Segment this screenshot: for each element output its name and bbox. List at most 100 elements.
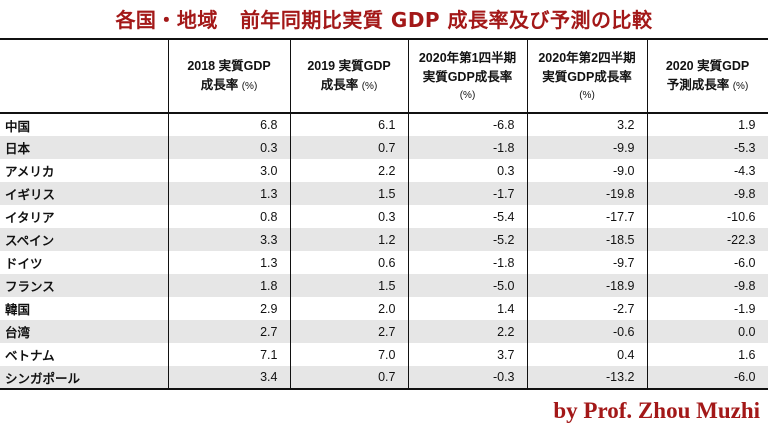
header-unit: (%) xyxy=(732,81,749,92)
header-unit: (%) xyxy=(241,81,258,92)
header-row: 2018 実質GDP 成長率 (%) 2019 実質GDP 成長率 (%) 2020… xyxy=(0,38,768,114)
table-row: アメリカ 3.0 2.2 0.3 -9.0 -4.3 xyxy=(0,159,768,182)
gdp-value: -1.8 xyxy=(407,251,527,274)
header-2019-gdp: 2019 実質GDP 成長率 (%) xyxy=(289,38,408,114)
gdp-value: 1.9 xyxy=(646,113,768,136)
table-row: スペイン 3.3 1.2 -5.2 -18.5 -22.3 xyxy=(0,228,768,251)
header-line: 実質GDP成長率 xyxy=(422,70,513,85)
table-row: 韓国 2.9 2.0 1.4 -2.7 -1.9 xyxy=(0,297,768,320)
header-unit: (%) xyxy=(579,89,595,101)
gdp-value: -4.3 xyxy=(646,159,768,182)
title-part-2: 前年同期比実質 GDP 成長率及び予測の比較 xyxy=(239,8,653,32)
header-line: 予測成長率 (%) xyxy=(650,76,766,95)
gdp-value: 3.0 xyxy=(167,159,290,182)
gdp-value: -22.3 xyxy=(646,228,768,251)
gdp-value: 0.8 xyxy=(167,205,290,228)
gdp-value: 1.4 xyxy=(407,297,527,320)
header-line: 2020年第1四半期 xyxy=(418,50,517,65)
table-row: フランス 1.8 1.5 -5.0 -18.9 -9.8 xyxy=(0,274,768,297)
gdp-value: 2.7 xyxy=(289,320,408,343)
country-name: シンガポール xyxy=(0,366,168,390)
table-body: 中国 6.8 6.1 -6.8 3.2 1.9 日本 0.3 0.7 -1.8 -9.9 -5.3 アメ… xyxy=(0,113,768,390)
header-line: 2018 実質GDP xyxy=(187,58,271,73)
gdp-value: 1.2 xyxy=(289,228,408,251)
gdp-value: -1.9 xyxy=(646,297,768,320)
gdp-value: 1.3 xyxy=(167,182,290,205)
header-label: 成長率 xyxy=(320,78,359,92)
gdp-value: -19.8 xyxy=(526,182,647,205)
gdp-value: -10.6 xyxy=(646,205,768,228)
gdp-value: 6.8 xyxy=(167,113,290,136)
gdp-value: 0.7 xyxy=(289,366,408,390)
gdp-value: 7.0 xyxy=(289,343,408,366)
table-row: 日本 0.3 0.7 -1.8 -9.9 -5.3 xyxy=(0,136,768,159)
header-corner xyxy=(0,38,168,114)
country-name: ドイツ xyxy=(5,257,43,271)
gdp-value: -18.9 xyxy=(526,274,647,297)
gdp-value: 3.7 xyxy=(407,343,527,366)
gdp-value: 0.3 xyxy=(407,159,527,182)
gdp-value: 0.7 xyxy=(289,136,408,159)
gdp-value: -5.3 xyxy=(646,136,768,159)
country-name: 日本 xyxy=(0,136,168,159)
table-row: ベトナム 7.1 7.0 3.7 0.4 1.6 xyxy=(0,343,768,366)
gdp-value: -0.3 xyxy=(407,366,527,390)
gdp-value: 0.0 xyxy=(646,320,768,343)
gdp-value: -1.8 xyxy=(407,136,527,159)
page-title: 各国・地域 前年同期比実質 GDP 成長率及び予測の比較 xyxy=(0,4,768,33)
gdp-value: -2.7 xyxy=(526,297,647,320)
gdp-value: -18.5 xyxy=(526,228,647,251)
gdp-value: 3.4 xyxy=(167,366,290,390)
gdp-comparison-table: 2018 実質GDP 成長率 (%) 2019 実質GDP 成長率 (%) 2020… xyxy=(0,38,768,390)
header-2020-q2-gdp: 2020年第2四半期 実質GDP成長率 (%) xyxy=(526,38,647,114)
country-name: 中国 xyxy=(5,119,31,134)
gdp-value: -5.0 xyxy=(407,274,527,297)
table-row: ドイツ 1.3 0.6 -1.8 -9.7 -6.0 xyxy=(0,251,768,274)
country-name: イタリア xyxy=(5,211,55,225)
gdp-value: -5.4 xyxy=(407,205,527,228)
gdp-value: 1.5 xyxy=(289,274,408,297)
gdp-value: 2.0 xyxy=(289,297,408,320)
gdp-value: 2.2 xyxy=(289,159,408,182)
gdp-value: 0.6 xyxy=(289,251,408,274)
gdp-value: -0.6 xyxy=(526,320,647,343)
country-name: 台湾 xyxy=(0,320,168,343)
header-2020-q1-gdp: 2020年第1四半期 実質GDP成長率 (%) xyxy=(407,38,527,114)
gdp-value: -5.2 xyxy=(407,228,527,251)
gdp-value: -9.9 xyxy=(526,136,647,159)
header-line: 2019 実質GDP xyxy=(307,58,391,73)
gdp-value: -6.8 xyxy=(407,113,527,136)
header-unit: (%) xyxy=(361,81,378,92)
gdp-value: -9.8 xyxy=(646,182,768,205)
gdp-value: 1.3 xyxy=(167,251,290,274)
table-row: 台湾 2.7 2.7 2.2 -0.6 0.0 xyxy=(0,320,768,343)
header-line: 実質GDP成長率 xyxy=(542,70,632,85)
gdp-value: 2.2 xyxy=(407,320,527,343)
table-header: 2018 実質GDP 成長率 (%) 2019 実質GDP 成長率 (%) 2020… xyxy=(0,38,768,114)
gdp-value: -9.0 xyxy=(526,159,647,182)
gdp-value: 0.3 xyxy=(289,205,408,228)
gdp-value: 7.1 xyxy=(167,343,290,366)
header-2018-gdp: 2018 実質GDP 成長率 (%) xyxy=(167,38,290,114)
gdp-value: 1.8 xyxy=(167,274,290,297)
country-name: アメリカ xyxy=(5,165,55,179)
country-name: スペイン xyxy=(0,228,168,251)
title-part-1: 各国・地域 xyxy=(115,8,218,32)
table-row: イギリス 1.3 1.5 -1.7 -19.8 -9.8 xyxy=(0,182,768,205)
gdp-value: 1.5 xyxy=(289,182,408,205)
table-row: 中国 6.8 6.1 -6.8 3.2 1.9 xyxy=(0,113,768,136)
header-label: 成長率 xyxy=(200,78,239,92)
gdp-value: 0.4 xyxy=(526,343,647,366)
header-line: 2020年第2四半期 xyxy=(538,50,636,65)
header-label: 予測成長率 xyxy=(666,78,730,92)
header-line: 2020 実質GDP xyxy=(665,58,750,73)
gdp-value: 3.2 xyxy=(526,113,647,136)
gdp-value: 2.7 xyxy=(167,320,290,343)
country-name: フランス xyxy=(0,274,168,297)
gdp-value: -9.8 xyxy=(646,274,768,297)
gdp-value: 3.3 xyxy=(167,228,290,251)
country-name: イギリス xyxy=(0,182,168,205)
gdp-value: -9.7 xyxy=(526,251,647,274)
gdp-value: 0.3 xyxy=(167,136,290,159)
country-name: 韓国 xyxy=(5,303,31,317)
